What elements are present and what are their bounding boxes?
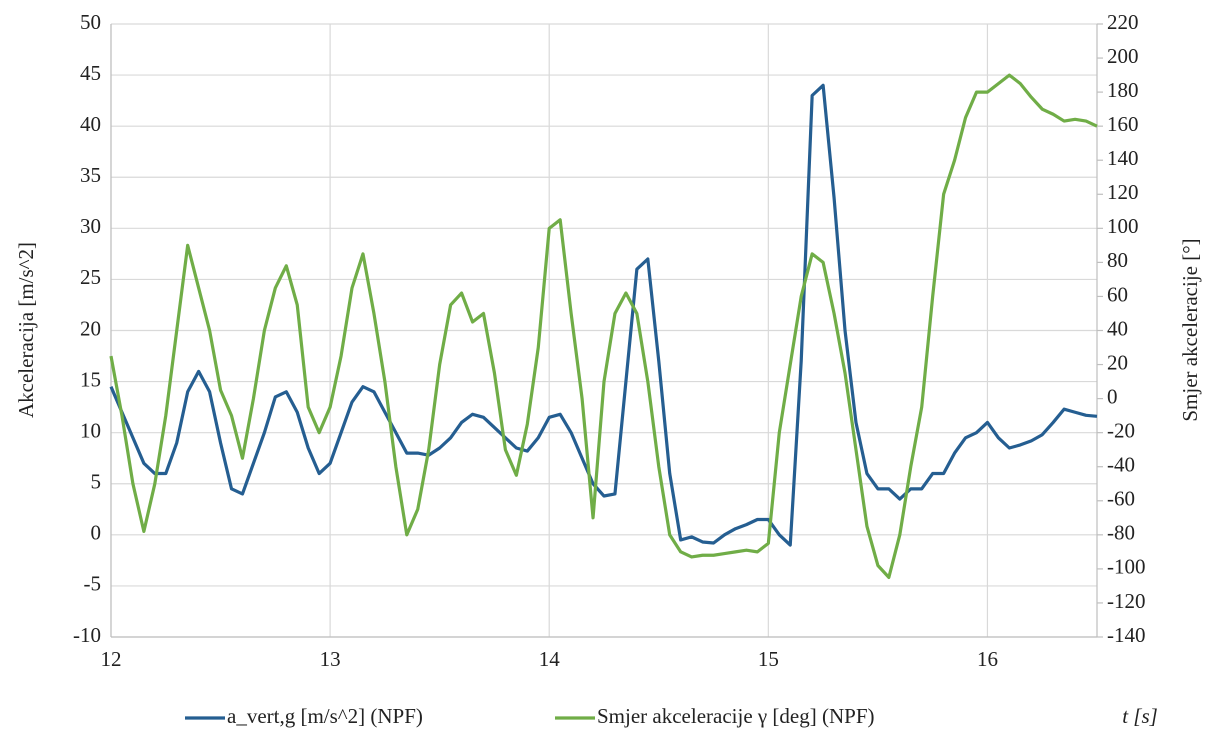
y2-tick-label: 60 — [1107, 282, 1128, 306]
y-tick-label: 5 — [91, 470, 102, 494]
y-tick-label: -5 — [84, 572, 102, 596]
y-tick-label: 10 — [80, 418, 101, 442]
x-tick-label: 14 — [539, 647, 561, 671]
y-tick-label: 25 — [80, 265, 101, 289]
y2-tick-label: -100 — [1107, 555, 1146, 579]
y2-tick-label: -60 — [1107, 487, 1135, 511]
y2-tick-label: 200 — [1107, 44, 1139, 68]
y-tick-label: 50 — [80, 10, 101, 34]
y-tick-label: 45 — [80, 61, 101, 85]
y2-tick-label: 0 — [1107, 384, 1118, 408]
y-tick-label: 40 — [80, 112, 101, 136]
y2-tick-label: -140 — [1107, 623, 1146, 647]
y2-axis-label: Smjer akceleracije [°] — [1178, 238, 1202, 421]
x-tick-label: 12 — [101, 647, 122, 671]
y2-tick-label: -40 — [1107, 453, 1135, 477]
x-axis-label: t [s] — [1122, 704, 1158, 728]
legend-label: Smjer akceleracije γ [deg] (NPF) — [597, 704, 875, 728]
series-line — [109, 83, 1098, 547]
y-tick-label: 35 — [80, 163, 101, 187]
y-tick-label: 15 — [80, 367, 101, 391]
y2-tick-label: -120 — [1107, 589, 1146, 613]
y-tick-label: 20 — [80, 316, 101, 340]
y2-tick-label: 160 — [1107, 112, 1139, 136]
y2-tick-label: -20 — [1107, 418, 1135, 442]
y2-tick-label: 80 — [1107, 248, 1128, 272]
y2-tick-label: -80 — [1107, 521, 1135, 545]
y2-tick-label: 20 — [1107, 350, 1128, 374]
y2-tick-label: 120 — [1107, 180, 1139, 204]
x-tick-label: 16 — [977, 647, 998, 671]
y-tick-label: 0 — [91, 521, 102, 545]
x-tick-label: 15 — [758, 647, 779, 671]
y2-tick-label: 220 — [1107, 10, 1139, 34]
y-axis-label: Akceleracija [m/s^2] — [14, 242, 38, 418]
y2-tick-label: 100 — [1107, 214, 1139, 238]
series-line — [109, 73, 1098, 580]
legend-label: a_vert,g [m/s^2] (NPF) — [227, 704, 423, 728]
y-tick-label: -10 — [73, 623, 101, 647]
y-tick-label: 30 — [80, 214, 101, 238]
x-tick-label: 13 — [320, 647, 341, 671]
y2-tick-label: 180 — [1107, 78, 1139, 102]
y2-tick-label: 140 — [1107, 146, 1139, 170]
y2-tick-label: 40 — [1107, 316, 1128, 340]
